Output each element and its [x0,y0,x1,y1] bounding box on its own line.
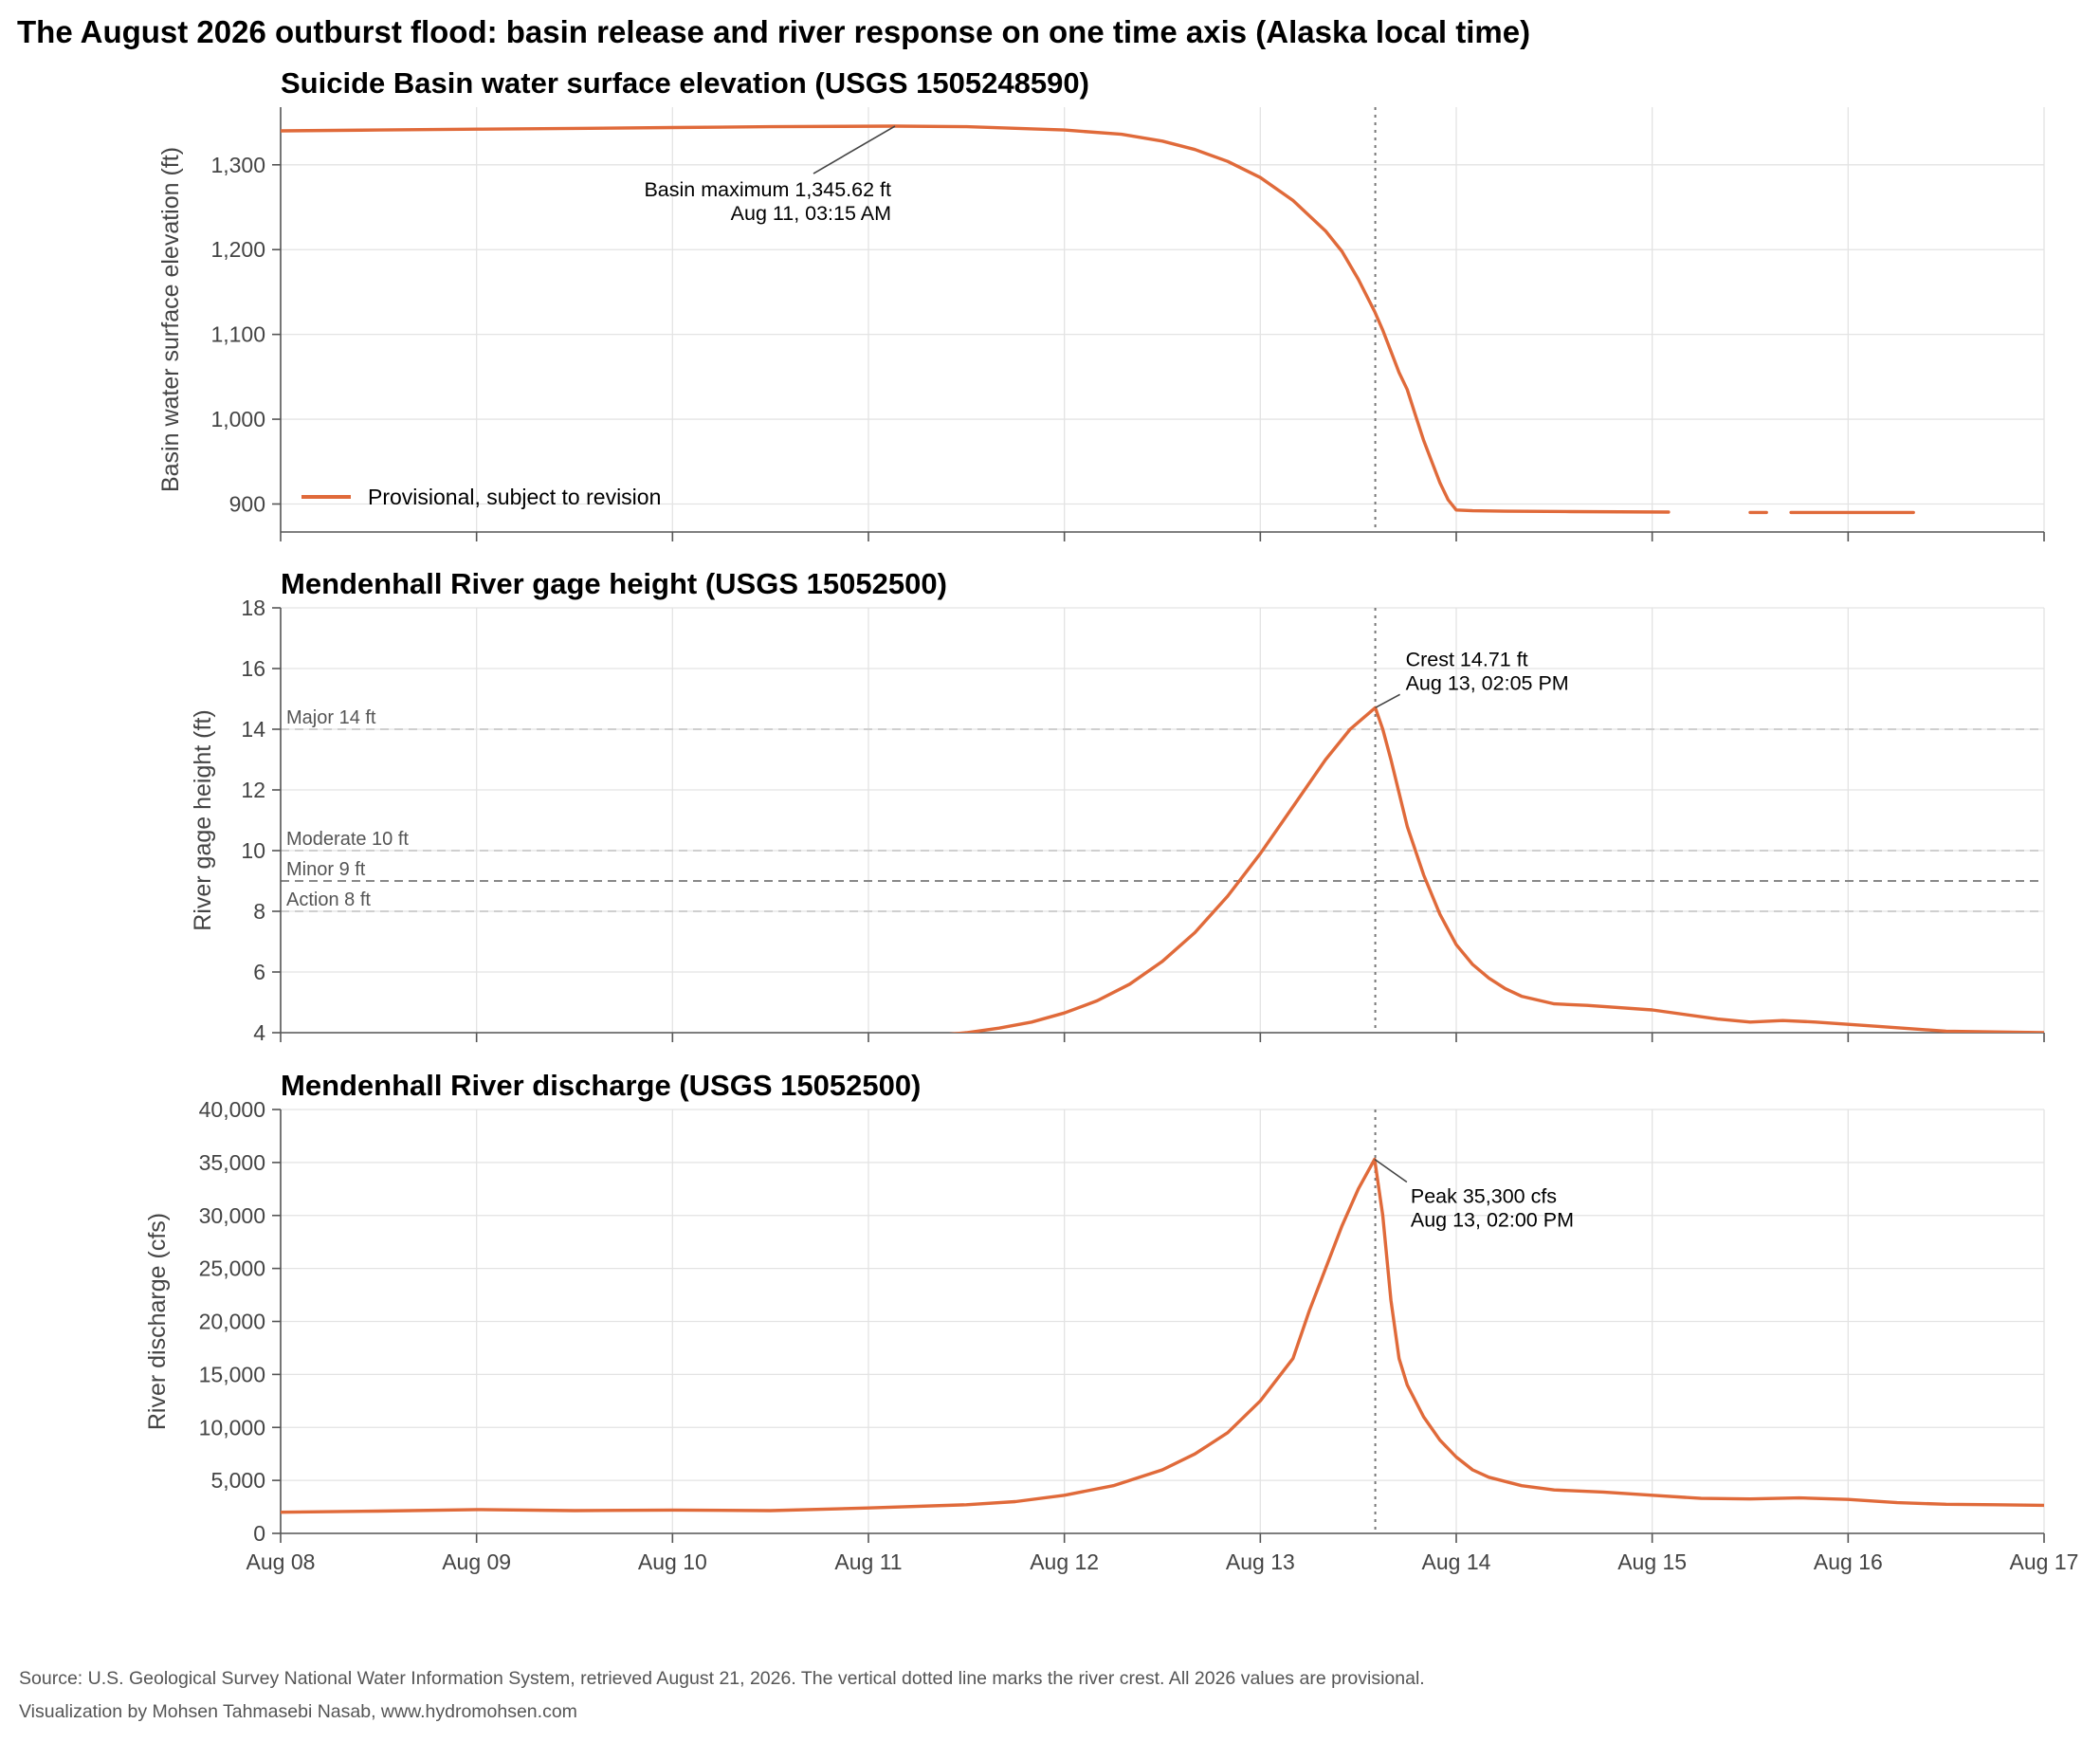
series-line [948,706,2044,1033]
basin-elevation-panel: Suicide Basin water surface elevation (U… [157,66,2045,541]
y-tick-label: 6 [253,960,265,984]
series-line [281,1157,2044,1514]
x-tick-label: Aug 14 [1422,1549,1491,1574]
x-tick-label: Aug 17 [2010,1549,2079,1574]
y-tick-label: 18 [241,596,265,620]
y-tick-label: 12 [241,778,265,802]
figure-title: The August 2026 outburst flood: basin re… [17,14,1530,49]
legend-entry: Provisional, subject to revision [368,485,661,509]
y-tick-label: 8 [253,899,265,924]
y-tick-label: 900 [229,491,265,516]
y-tick-label: 40,000 [199,1097,265,1122]
y-tick-label: 30,000 [199,1203,265,1228]
y-tick-label: 14 [241,717,265,742]
x-tick-label: Aug 11 [834,1549,902,1574]
y-tick-label: 16 [241,656,265,681]
threshold-label: Action 8 ft [286,889,371,910]
x-tick-label: Aug 10 [638,1549,707,1574]
y-tick-label: 4 [253,1020,265,1045]
annotation-text: Aug 11, 03:15 AM [731,202,891,225]
y-axis-label: Basin water surface elevation (ft) [157,147,184,492]
series-line [281,124,1671,514]
y-tick-label: 25,000 [199,1256,265,1281]
x-tick-label: Aug 09 [442,1549,511,1574]
panel-title: Suicide Basin water surface elevation (U… [281,66,1089,100]
threshold-label: Moderate 10 ft [286,829,409,850]
y-tick-label: 1,100 [210,322,265,347]
annotation-leader [1374,1158,1408,1183]
y-tick-label: 20,000 [199,1310,265,1334]
annotation-text: Aug 13, 02:05 PM [1406,671,1569,694]
y-tick-label: 10,000 [199,1415,265,1439]
x-tick-label: Aug 16 [1814,1549,1883,1574]
annotation-text: Aug 13, 02:00 PM [1411,1209,1574,1232]
y-tick-label: 0 [253,1521,265,1546]
annotation-leader [813,125,896,174]
footer-credit: Visualization by Mohsen Tahmasebi Nasab,… [19,1701,577,1722]
x-tick-label: Aug 13 [1226,1549,1295,1574]
y-tick-label: 1,300 [210,153,265,177]
y-tick-label: 35,000 [199,1150,265,1175]
annotation-text: Crest 14.71 ft [1406,648,1528,670]
x-tick-label: Aug 08 [247,1549,316,1574]
panel-title: Mendenhall River discharge (USGS 1505250… [281,1069,921,1102]
y-tick-label: 1,200 [210,237,265,262]
threshold-label: Major 14 ft [286,707,376,728]
y-tick-label: 15,000 [199,1362,265,1386]
annotation-text: Peak 35,300 cfs [1411,1185,1557,1208]
y-tick-label: 10 [241,838,265,863]
panel-title: Mendenhall River gage height (USGS 15052… [281,567,947,600]
y-axis-label: River gage height (ft) [190,709,216,930]
x-tick-label: Aug 12 [1030,1549,1099,1574]
footer-source: Source: U.S. Geological Survey National … [19,1668,1425,1689]
y-tick-label: 5,000 [210,1468,265,1493]
threshold-label: Minor 9 ft [286,859,366,880]
y-axis-label: River discharge (cfs) [144,1213,171,1430]
gage-height-panel: Mendenhall River gage height (USGS 15052… [190,567,2045,1045]
x-tick-label: Aug 15 [1617,1549,1687,1574]
annotation-leader [1375,693,1400,708]
y-tick-label: 1,000 [210,407,265,431]
discharge-panel: Mendenhall River discharge (USGS 1505250… [144,1069,2078,1574]
annotation-text: Basin maximum 1,345.62 ft [644,178,891,201]
